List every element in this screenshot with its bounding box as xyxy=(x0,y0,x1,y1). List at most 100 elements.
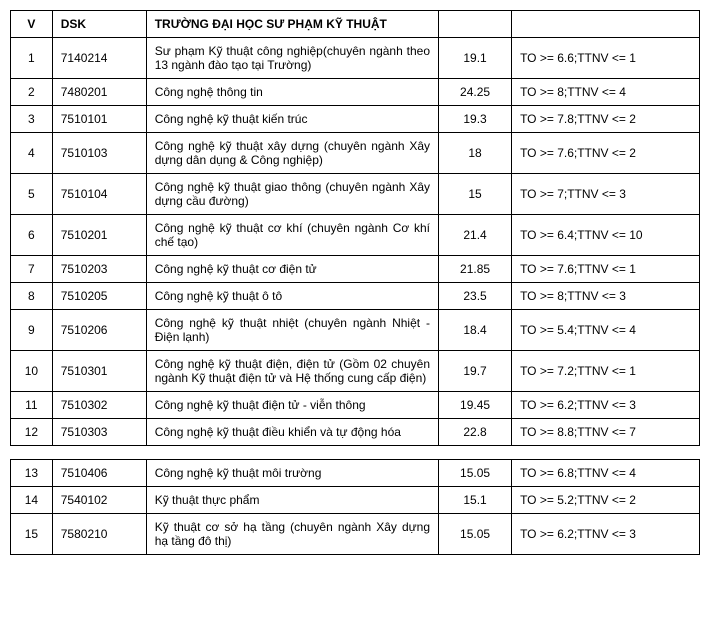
cell-score: 19.3 xyxy=(439,106,512,133)
cell-cond: TO >= 6.2;TTNV <= 3 xyxy=(512,392,700,419)
table-row: 27480201Công nghệ thông tin24.25TO >= 8;… xyxy=(11,79,700,106)
cell-dsk: 7580210 xyxy=(52,514,146,555)
cell-name: Công nghệ kỹ thuật nhiệt (chuyên ngành N… xyxy=(146,310,438,351)
cell-v: 8 xyxy=(11,283,53,310)
cell-dsk: 7510203 xyxy=(52,256,146,283)
cell-dsk: 7540102 xyxy=(52,487,146,514)
table-row: 157580210Kỹ thuật cơ sở hạ tầng (chuyên … xyxy=(11,514,700,555)
cell-name: Công nghệ thông tin xyxy=(146,79,438,106)
header-name: TRƯỜNG ĐẠI HỌC SƯ PHẠM KỸ THUẬT xyxy=(146,11,438,38)
header-score xyxy=(439,11,512,38)
cell-score: 19.45 xyxy=(439,392,512,419)
table-row: 117510302Công nghệ kỹ thuật điện tử - vi… xyxy=(11,392,700,419)
cell-score: 15.05 xyxy=(439,460,512,487)
cell-cond: TO >= 8;TTNV <= 4 xyxy=(512,79,700,106)
table-row: 127510303Công nghệ kỹ thuật điều khiển v… xyxy=(11,419,700,446)
cell-cond: TO >= 5.4;TTNV <= 4 xyxy=(512,310,700,351)
cell-name: Công nghệ kỹ thuật cơ điện tử xyxy=(146,256,438,283)
header-cond xyxy=(512,11,700,38)
cell-cond: TO >= 6.6;TTNV <= 1 xyxy=(512,38,700,79)
cell-name: Sư phạm Kỹ thuật công nghiệp(chuyên ngàn… xyxy=(146,38,438,79)
cell-name: Công nghệ kỹ thuật giao thông (chuyên ng… xyxy=(146,174,438,215)
header-dsk: DSK xyxy=(52,11,146,38)
cell-v: 12 xyxy=(11,419,53,446)
header-name-line2: KỸ THUẬT xyxy=(326,17,387,31)
header-name-line1: TRƯỜNG ĐẠI HỌC SƯ PHẠM xyxy=(155,17,323,31)
cell-name: Công nghệ kỹ thuật môi trường xyxy=(146,460,438,487)
table-row: 17140214Sư phạm Kỹ thuật công nghiệp(chu… xyxy=(11,38,700,79)
cell-score: 24.25 xyxy=(439,79,512,106)
cell-v: 3 xyxy=(11,106,53,133)
cell-dsk: 7510104 xyxy=(52,174,146,215)
admission-table: V DSK TRƯỜNG ĐẠI HỌC SƯ PHẠM KỸ THUẬT 17… xyxy=(10,10,700,555)
table-row: 97510206Công nghệ kỹ thuật nhiệt (chuyên… xyxy=(11,310,700,351)
cell-score: 22.8 xyxy=(439,419,512,446)
cell-v: 11 xyxy=(11,392,53,419)
cell-cond: TO >= 8;TTNV <= 3 xyxy=(512,283,700,310)
cell-score: 15 xyxy=(439,174,512,215)
cell-cond: TO >= 6.8;TTNV <= 4 xyxy=(512,460,700,487)
cell-score: 23.5 xyxy=(439,283,512,310)
cell-cond: TO >= 7.2;TTNV <= 1 xyxy=(512,351,700,392)
table-row: 77510203Công nghệ kỹ thuật cơ điện tử21.… xyxy=(11,256,700,283)
cell-dsk: 7140214 xyxy=(52,38,146,79)
cell-v: 15 xyxy=(11,514,53,555)
table-row: 137510406Công nghệ kỹ thuật môi trường15… xyxy=(11,460,700,487)
cell-cond: TO >= 7;TTNV <= 3 xyxy=(512,174,700,215)
cell-v: 14 xyxy=(11,487,53,514)
table-row: 57510104Công nghệ kỹ thuật giao thông (c… xyxy=(11,174,700,215)
cell-cond: TO >= 7.8;TTNV <= 2 xyxy=(512,106,700,133)
cell-name: Công nghệ kỹ thuật cơ khí (chuyên ngành … xyxy=(146,215,438,256)
cell-name: Công nghệ kỹ thuật ô tô xyxy=(146,283,438,310)
cell-score: 19.1 xyxy=(439,38,512,79)
cell-score: 21.85 xyxy=(439,256,512,283)
cell-v: 6 xyxy=(11,215,53,256)
cell-v: 7 xyxy=(11,256,53,283)
cell-v: 9 xyxy=(11,310,53,351)
section-gap xyxy=(11,446,700,460)
table-row: 47510103Công nghệ kỹ thuật xây dựng (chu… xyxy=(11,133,700,174)
table-row: 87510205Công nghệ kỹ thuật ô tô23.5TO >=… xyxy=(11,283,700,310)
cell-dsk: 7510302 xyxy=(52,392,146,419)
table-row: 107510301Công nghệ kỹ thuật điện, điện t… xyxy=(11,351,700,392)
cell-cond: TO >= 7.6;TTNV <= 1 xyxy=(512,256,700,283)
cell-name: Công nghệ kỹ thuật kiến trúc xyxy=(146,106,438,133)
cell-v: 1 xyxy=(11,38,53,79)
table-row: 37510101Công nghệ kỹ thuật kiến trúc19.3… xyxy=(11,106,700,133)
table-body: 17140214Sư phạm Kỹ thuật công nghiệp(chu… xyxy=(11,38,700,555)
header-v: V xyxy=(11,11,53,38)
cell-v: 5 xyxy=(11,174,53,215)
table-row: 147540102Kỹ thuật thực phẩm15.1TO >= 5.2… xyxy=(11,487,700,514)
cell-dsk: 7510201 xyxy=(52,215,146,256)
cell-score: 15.1 xyxy=(439,487,512,514)
cell-dsk: 7480201 xyxy=(52,79,146,106)
cell-name: Công nghệ kỹ thuật điện, điện tử (Gồm 02… xyxy=(146,351,438,392)
cell-name: Kỹ thuật thực phẩm xyxy=(146,487,438,514)
cell-cond: TO >= 8.8;TTNV <= 7 xyxy=(512,419,700,446)
cell-dsk: 7510103 xyxy=(52,133,146,174)
cell-cond: TO >= 7.6;TTNV <= 2 xyxy=(512,133,700,174)
cell-v: 2 xyxy=(11,79,53,106)
cell-v: 4 xyxy=(11,133,53,174)
cell-v: 13 xyxy=(11,460,53,487)
cell-score: 21.4 xyxy=(439,215,512,256)
cell-name: Công nghệ kỹ thuật điện tử - viễn thông xyxy=(146,392,438,419)
cell-v: 10 xyxy=(11,351,53,392)
cell-score: 18 xyxy=(439,133,512,174)
cell-name: Công nghệ kỹ thuật xây dựng (chuyên ngàn… xyxy=(146,133,438,174)
table-row: 67510201Công nghệ kỹ thuật cơ khí (chuyê… xyxy=(11,215,700,256)
cell-score: 18.4 xyxy=(439,310,512,351)
cell-dsk: 7510206 xyxy=(52,310,146,351)
cell-dsk: 7510303 xyxy=(52,419,146,446)
header-row: V DSK TRƯỜNG ĐẠI HỌC SƯ PHẠM KỸ THUẬT xyxy=(11,11,700,38)
cell-cond: TO >= 6.4;TTNV <= 10 xyxy=(512,215,700,256)
cell-dsk: 7510205 xyxy=(52,283,146,310)
cell-cond: TO >= 5.2;TTNV <= 2 xyxy=(512,487,700,514)
cell-dsk: 7510301 xyxy=(52,351,146,392)
cell-cond: TO >= 6.2;TTNV <= 3 xyxy=(512,514,700,555)
cell-dsk: 7510406 xyxy=(52,460,146,487)
cell-name: Kỹ thuật cơ sở hạ tầng (chuyên ngành Xây… xyxy=(146,514,438,555)
cell-name: Công nghệ kỹ thuật điều khiển và tự động… xyxy=(146,419,438,446)
cell-score: 15.05 xyxy=(439,514,512,555)
cell-score: 19.7 xyxy=(439,351,512,392)
